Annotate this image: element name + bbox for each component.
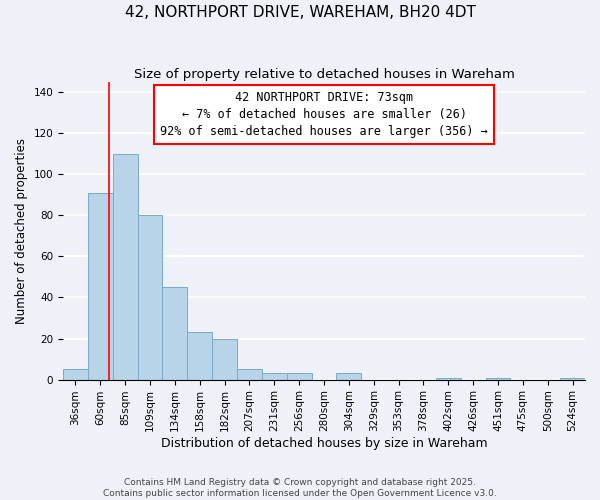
Bar [137,215,163,380]
Bar [262,374,287,380]
Bar [212,338,237,380]
Bar [287,374,311,380]
Bar [88,192,113,380]
Bar [163,287,187,380]
Bar [63,370,88,380]
X-axis label: Distribution of detached houses by size in Wareham: Distribution of detached houses by size … [161,437,487,450]
Bar [436,378,461,380]
Text: 42, NORTHPORT DRIVE, WAREHAM, BH20 4DT: 42, NORTHPORT DRIVE, WAREHAM, BH20 4DT [125,5,475,20]
Y-axis label: Number of detached properties: Number of detached properties [15,138,28,324]
Bar [560,378,585,380]
Text: Contains HM Land Registry data © Crown copyright and database right 2025.
Contai: Contains HM Land Registry data © Crown c… [103,478,497,498]
Bar [237,370,262,380]
Text: 42 NORTHPORT DRIVE: 73sqm
← 7% of detached houses are smaller (26)
92% of semi-d: 42 NORTHPORT DRIVE: 73sqm ← 7% of detach… [160,90,488,138]
Bar [187,332,212,380]
Bar [337,374,361,380]
Title: Size of property relative to detached houses in Wareham: Size of property relative to detached ho… [134,68,514,80]
Bar [113,154,137,380]
Bar [485,378,511,380]
